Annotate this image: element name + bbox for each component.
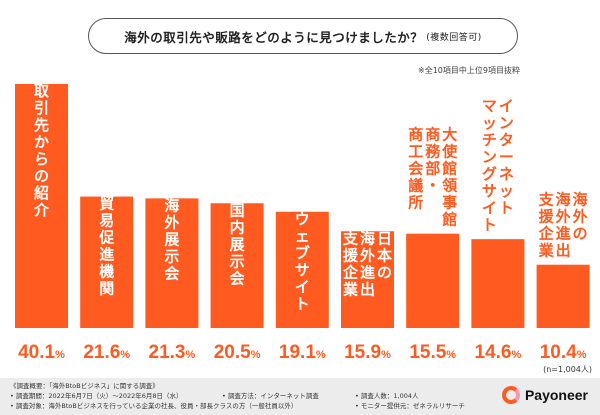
bar-2 <box>80 196 134 328</box>
value-label-4: 20.5% <box>214 342 261 363</box>
value-label-6: 15.9% <box>344 342 391 363</box>
title-subtitle: (複数回答可) <box>426 32 482 43</box>
bar-label-6-col-1: 日本の <box>377 229 392 281</box>
bar-1 <box>15 84 68 328</box>
bar-label-9-col-2: 海外進出 <box>555 191 572 260</box>
title-text: 海外の取引先や販路をどのように見つけましたか？ <box>124 29 424 45</box>
bar-label-1-col-1: 取引先からの紹介 <box>33 82 50 219</box>
bar-label-5-col-1: ウェブサイト <box>295 210 310 313</box>
bar-6 <box>341 231 394 328</box>
footer-method: • 調査方法：インターネット調査 <box>222 392 319 400</box>
value-label-7: 15.5% <box>409 342 456 363</box>
value-label-3: 21.3% <box>149 342 196 363</box>
sample-size-note: (n=1,004人) <box>543 365 592 374</box>
bar-label-9-col-3: 支援企業 <box>538 191 555 260</box>
bar-label-2-col-1: 貿易促進機関 <box>98 195 115 298</box>
chart-title: 海外の取引先や販路をどのように見つけましたか？ (複数回答可) <box>88 18 518 54</box>
survey-footer: 《調査概要：「海外BtoBビジネス」に関する調査》 • 調査期間：2022年6月… <box>0 378 600 415</box>
value-label-8: 14.6% <box>475 342 522 363</box>
excerpt-note: ※全10項目中上位9項目抜粋 <box>418 66 520 75</box>
bar-label-6-col-3: 支援企業 <box>342 229 359 298</box>
value-label-9: 10.4% <box>540 342 587 363</box>
bar-8 <box>471 239 525 328</box>
footer-count: • 調査人数：1,004人 <box>355 392 419 400</box>
bar-label-7-col-2: 商務部・ <box>425 126 441 195</box>
bar-label-4-col-1: 国内展示会 <box>230 201 245 287</box>
brand-name: Payoneer <box>524 387 588 403</box>
bar-3 <box>145 198 199 328</box>
value-label-1: 40.1% <box>18 342 65 363</box>
bar-label-6-col-2: 海外進出 <box>359 229 376 298</box>
bar-7 <box>406 233 460 328</box>
bar-label-8-col-2: マッチングサイト <box>482 97 497 234</box>
bar-5 <box>275 211 329 328</box>
bar-label-3-col-1: 海外展示会 <box>163 196 179 282</box>
brand-logo: Payoneer <box>501 386 588 404</box>
bar-9 <box>536 264 590 328</box>
bar-4 <box>210 203 264 328</box>
footer-monitor: • モニター提供元：ゼネラルリサーチ <box>355 402 465 410</box>
payoneer-logo-icon <box>501 386 520 404</box>
bar-label-9-col-1: 海外の <box>572 191 588 243</box>
value-label-2: 21.6% <box>83 342 130 363</box>
value-label-5: 19.1% <box>279 342 326 363</box>
footer-heading: 《調査概要：「海外BtoBビジネス」に関する調査》 <box>10 382 159 390</box>
bar-label-7-col-1: 大使館領事館 <box>441 126 458 229</box>
footer-period: • 調査期間：2022年6月7日（火）〜2022年6月8日（水） <box>10 392 183 400</box>
bar-label-7-col-3: 商工会議所 <box>408 126 423 212</box>
footer-target: • 調査対象：海外BtoBビジネスを行っている企業の社長、役員・部長クラスの方（… <box>10 402 298 410</box>
bar-label-8-col-1: インターネット <box>499 97 514 217</box>
